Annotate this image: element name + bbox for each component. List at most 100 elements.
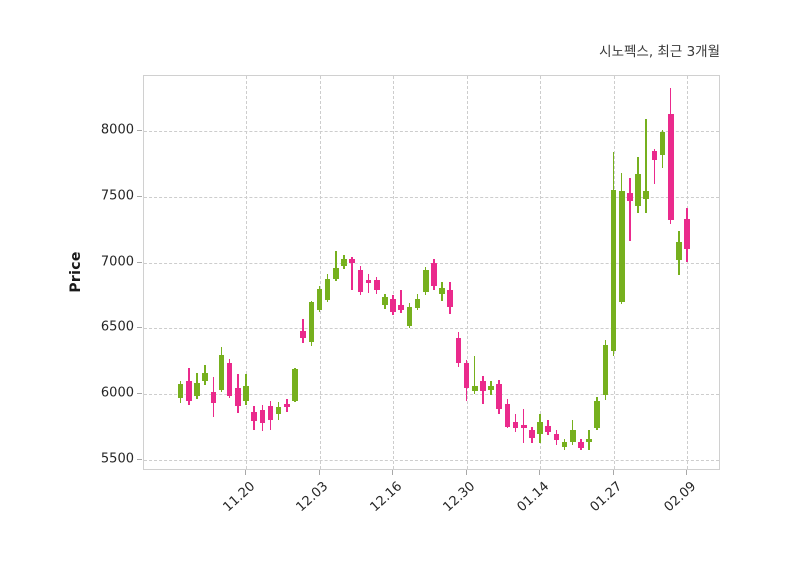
candle-body xyxy=(667,113,674,221)
candle-body xyxy=(488,386,494,391)
candle-body xyxy=(463,362,470,388)
x-tick-label: 12.03 xyxy=(293,479,332,516)
candle-body xyxy=(284,404,290,407)
candle-body xyxy=(251,411,257,422)
v-gridline xyxy=(687,76,689,469)
y-tick-label: 5500 xyxy=(100,451,134,467)
candle-body xyxy=(578,441,584,449)
candle-body xyxy=(447,290,453,308)
x-tick-mark xyxy=(465,470,467,475)
candle-body xyxy=(259,409,266,424)
v-gridline xyxy=(466,76,468,469)
candle-body xyxy=(676,242,682,260)
candle-body xyxy=(308,302,315,342)
y-tick-mark xyxy=(137,393,142,395)
candle-body xyxy=(561,442,568,447)
candle-body xyxy=(275,407,282,414)
candle-body xyxy=(455,338,462,363)
candle-body xyxy=(357,270,364,293)
candle-body xyxy=(643,190,649,200)
x-tick-mark xyxy=(392,470,394,475)
y-tick-label: 7500 xyxy=(100,188,134,204)
candle-body xyxy=(177,383,184,399)
h-gridline xyxy=(144,394,719,396)
candle-body xyxy=(553,433,560,441)
candle-body xyxy=(471,386,478,391)
candle-body xyxy=(324,279,331,301)
candle-body xyxy=(512,421,519,429)
candle-wick xyxy=(335,250,337,281)
candle-body xyxy=(586,438,592,442)
candle-body xyxy=(292,369,298,401)
x-tick-label: 02.09 xyxy=(661,479,700,516)
candle-body xyxy=(398,304,404,310)
candle-body xyxy=(406,307,413,327)
candle-wick xyxy=(367,274,370,294)
candle-body xyxy=(627,192,633,201)
candle-body xyxy=(610,189,617,352)
candle-body xyxy=(504,404,511,428)
candle-body xyxy=(414,299,421,308)
y-tick-mark xyxy=(137,195,142,197)
y-tick-label: 8000 xyxy=(100,122,134,138)
h-gridline xyxy=(144,262,719,264)
candle-body xyxy=(373,279,380,291)
candle-body xyxy=(202,373,208,381)
h-gridline xyxy=(144,131,719,132)
x-tick-mark xyxy=(612,470,614,475)
candle-body xyxy=(267,406,274,421)
v-gridline xyxy=(393,76,395,469)
v-gridline xyxy=(246,76,248,469)
candle-wick xyxy=(629,177,631,241)
y-tick-mark xyxy=(137,458,142,460)
candle-body xyxy=(480,381,486,391)
y-tick-mark xyxy=(137,130,142,131)
candle-body xyxy=(545,425,551,432)
x-tick-label: 12.30 xyxy=(440,479,479,516)
candle-body xyxy=(496,384,502,409)
v-gridline xyxy=(319,76,321,469)
candle-body xyxy=(333,267,339,279)
candle-body xyxy=(341,259,347,266)
candle-body xyxy=(529,430,535,439)
v-gridline xyxy=(540,76,542,469)
candle-body xyxy=(651,150,658,160)
x-tick-mark xyxy=(686,470,688,475)
candle-wick xyxy=(645,119,647,214)
candle-body xyxy=(390,299,396,312)
x-tick-mark xyxy=(539,470,541,475)
candle-body xyxy=(186,381,192,401)
candle-body xyxy=(210,391,217,404)
candle-body xyxy=(218,354,225,391)
candle-body xyxy=(684,219,690,250)
candle-body xyxy=(422,270,429,292)
h-gridline xyxy=(144,196,719,198)
candle-wick xyxy=(351,257,353,291)
candle-body xyxy=(439,288,445,295)
candle-body xyxy=(569,430,576,442)
candle-wick xyxy=(302,318,304,343)
candle-body xyxy=(382,297,388,306)
candle-body xyxy=(431,263,437,287)
candle-body xyxy=(618,190,625,303)
candle-wick xyxy=(653,148,656,184)
candle-body xyxy=(537,421,543,434)
x-tick-mark xyxy=(245,470,247,475)
candle-body xyxy=(635,174,641,206)
x-tick-label: 11.20 xyxy=(220,479,259,516)
candle-body xyxy=(226,362,233,397)
candle-body xyxy=(300,331,306,338)
x-tick-label: 01.14 xyxy=(514,479,553,516)
candle-body xyxy=(520,425,527,429)
candle-body xyxy=(365,280,372,283)
candle-body xyxy=(594,400,600,429)
chart-title: 시노펙스, 최근 3개월 xyxy=(599,44,720,60)
x-tick-label: 12.16 xyxy=(367,479,406,516)
h-gridline xyxy=(144,328,719,330)
y-tick-label: 6000 xyxy=(100,385,134,401)
y-tick-label: 6500 xyxy=(100,319,134,335)
y-tick-mark xyxy=(137,327,142,329)
candle-wick xyxy=(473,356,476,394)
y-tick-mark xyxy=(137,261,142,263)
